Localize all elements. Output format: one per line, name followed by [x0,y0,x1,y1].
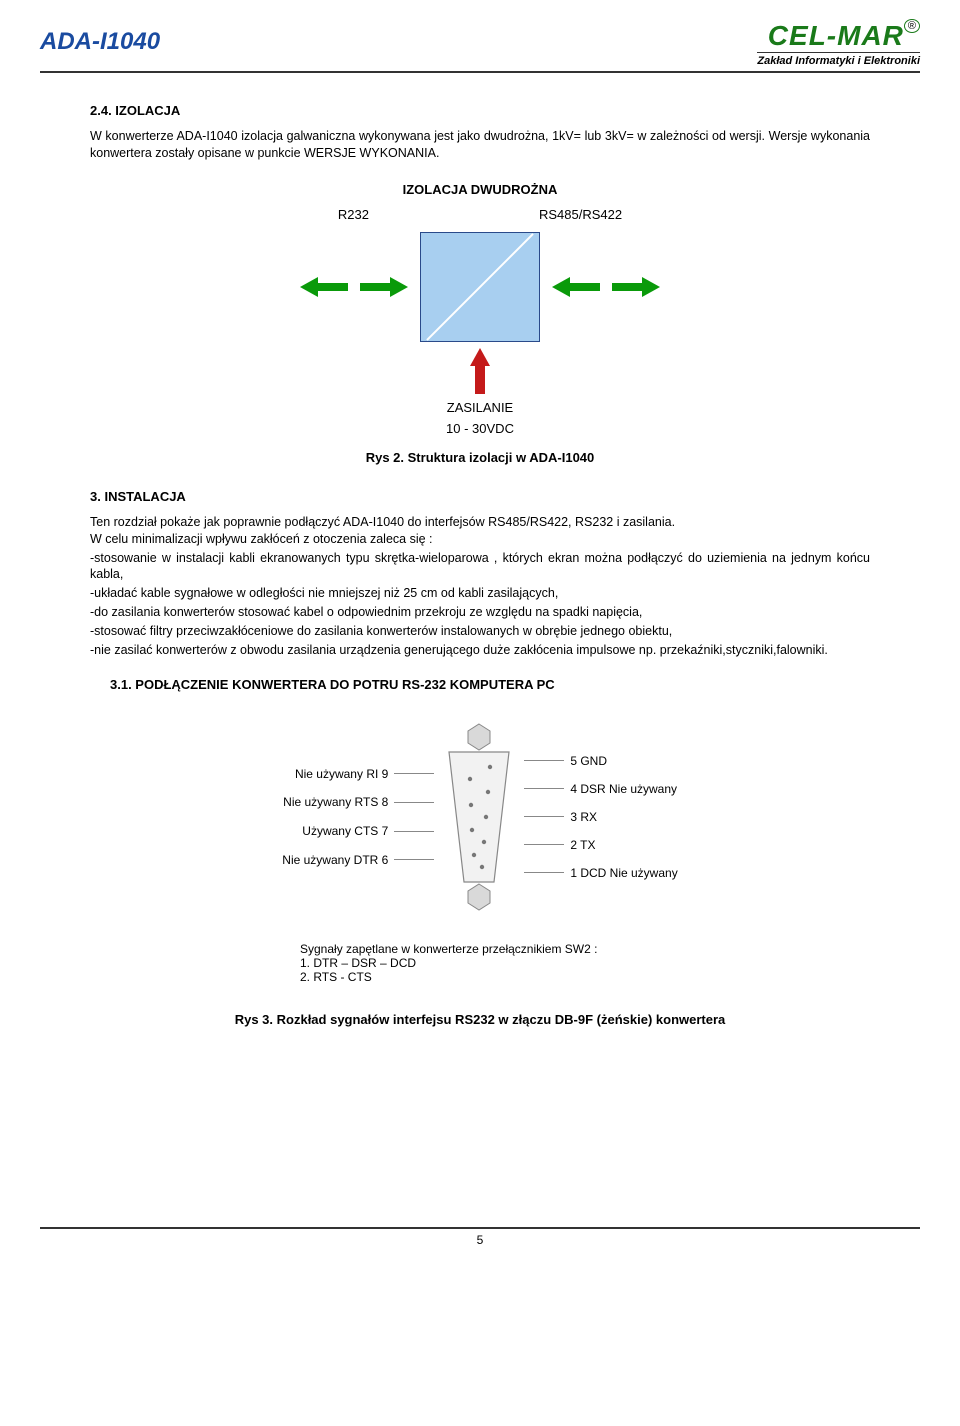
logo-subtitle: Zakład Informatyki i Elektroniki [757,52,920,67]
page-number: 5 [40,1233,920,1247]
isolation-diagram-labels: R232 RS485/RS422 [90,207,870,222]
section-2-4-heading: 2.4. IZOLACJA [90,103,870,118]
section-3-lead: W celu minimalizacji wpływu zakłóceń z o… [90,531,870,548]
figure-3-caption: Rys 3. Rozkład sygnałów interfejsu RS232… [90,1012,870,1027]
looped-line-1: 1. DTR – DSR – DCD [300,956,870,970]
logo: CEL-MAR® Zakład Informatyki i Elektronik… [757,20,920,67]
pin-3-label: 3 RX [570,810,677,824]
power-arrow [90,348,870,394]
lead-line [394,773,434,774]
label-r232: R232 [338,207,369,222]
lead-line [524,872,564,873]
looped-title: Sygnały zapętlane w konwerterze przełącz… [300,942,870,956]
left-arrow-in [360,277,408,297]
label-rs485: RS485/RS422 [539,207,622,222]
pin-4-label: 4 DSR Nie używany [570,782,677,796]
lead-line [524,760,564,761]
pin-8-label: Nie używany RTS 8 [282,795,388,809]
pin-6-label: Nie używany DTR 6 [282,853,388,867]
lead-line [524,788,564,789]
right-arrow-in [612,277,660,297]
pin-7-label: Używany CTS 7 [282,824,388,838]
footer-rule [40,1227,920,1229]
figure-2-caption: Rys 2. Struktura izolacji w ADA-I1040 [90,450,870,465]
section-3-intro: Ten rozdział pokaże jak poprawnie podłąc… [90,514,870,531]
page-header: ADA-I1040 CEL-MAR® Zakład Informatyki i … [40,20,920,73]
section-3-1-heading: 3.1. PODŁĄCZENIE KONWERTERA DO POTRU RS-… [110,677,870,692]
isolation-square [420,232,540,342]
looped-signals-block: Sygnały zapętlane w konwerterze przełącz… [300,942,870,984]
isolation-diagram-title: IZOLACJA DWUDROŻNA [90,182,870,197]
left-arrow-out [300,277,348,297]
bullet-5: -nie zasilać konwerterów z obwodu zasila… [90,642,870,659]
logo-registered: ® [904,19,920,33]
lead-line [394,802,434,803]
section-2-4-text: W konwerterze ADA-I1040 izolacja galwani… [90,128,870,162]
bullet-3: -do zasilania konwerterów stosować kabel… [90,604,870,621]
db9-connector-icon [434,722,524,912]
bullet-1: -stosowanie w instalacji kabli ekranowan… [90,550,870,584]
right-arrow-out [552,277,600,297]
pin-1-label: 1 DCD Nie używany [570,866,677,880]
lead-line [524,844,564,845]
product-title: ADA-I1040 [40,28,160,56]
bullet-2: -układać kable sygnałowe w odległości ni… [90,585,870,602]
power-label-1: ZASILANIE [90,400,870,415]
looped-line-2: 2. RTS - CTS [300,970,870,984]
db9-connector-diagram: Nie używany RI 9 Nie używany RTS 8 Używa… [90,722,870,912]
isolation-diagram [90,232,870,342]
lead-line [394,859,434,860]
section-3-heading: 3. INSTALACJA [90,489,870,504]
lead-line [394,831,434,832]
pin-5-label: 5 GND [570,754,677,768]
power-label-2: 10 - 30VDC [90,421,870,436]
bullet-4: -stosować filtry przeciwzakłóceniowe do … [90,623,870,640]
logo-text: CEL-MAR [768,20,904,51]
pin-9-label: Nie używany RI 9 [282,767,388,781]
pin-2-label: 2 TX [570,838,677,852]
lead-line [524,816,564,817]
